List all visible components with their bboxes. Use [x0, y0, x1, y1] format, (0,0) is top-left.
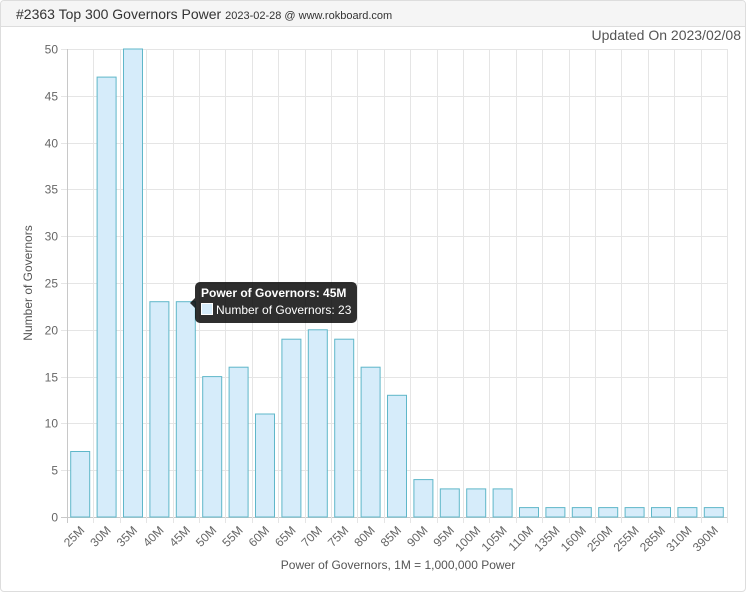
tooltip-row: Number of Governors: 23 [201, 302, 351, 319]
y-tick-label: 25 [45, 277, 59, 291]
y-tick-label: 20 [45, 324, 59, 338]
x-tick-label: 55M [219, 523, 245, 549]
tooltip-label: Number of Governors: 23 [216, 303, 352, 317]
bar[interactable] [439, 488, 460, 518]
chart-bars [70, 48, 724, 518]
bar[interactable] [387, 394, 407, 518]
x-tick-label: 250M [584, 523, 615, 554]
bar[interactable] [413, 479, 434, 518]
bar[interactable] [466, 488, 487, 518]
bar[interactable] [571, 507, 592, 518]
bar[interactable] [149, 301, 170, 518]
bar[interactable] [202, 376, 223, 518]
bar[interactable] [651, 507, 671, 518]
bar[interactable] [624, 507, 645, 518]
chart-grid [61, 49, 728, 523]
x-tick-label: 45M [167, 523, 193, 549]
x-tick-label: 70M [299, 523, 325, 549]
bar[interactable] [123, 48, 143, 518]
x-tick-label: 50M [193, 523, 219, 549]
x-axis-ticks: 25M 30M 35M 40M 45M 50M 55M 60M 65M 70M 75M 80M 85M 9… [61, 523, 721, 554]
bar[interactable] [598, 507, 619, 518]
y-axis-ticks: 0 5 10 15 20 25 30 35 40 45 50 [45, 43, 59, 525]
x-tick-label: 110M [506, 523, 537, 554]
y-tick-label: 0 [51, 511, 58, 525]
y-tick-label: 40 [45, 137, 59, 151]
bar[interactable] [519, 507, 539, 518]
y-tick-label: 50 [45, 43, 59, 57]
bar[interactable] [360, 366, 381, 518]
y-tick-label: 15 [45, 371, 59, 385]
x-tick-label: 75M [325, 523, 351, 549]
bar[interactable] [255, 413, 275, 518]
y-tick-label: 5 [51, 464, 58, 478]
updated-date: Updated On 2023/02/08 [591, 27, 741, 43]
x-tick-label: 100M [452, 523, 483, 554]
x-tick-label: 310M [663, 523, 694, 554]
chart-subtitle: 2023-02-28 @ www.rokboard.com [225, 10, 393, 22]
x-tick-label: 135M [531, 523, 562, 554]
y-tick-label: 35 [45, 183, 59, 197]
x-tick-label: 30M [87, 523, 113, 549]
x-tick-label: 40M [140, 523, 166, 549]
x-tick-label: 80M [351, 523, 377, 549]
bar[interactable] [281, 338, 302, 518]
bar[interactable] [677, 507, 698, 518]
y-axis-title: Number of Governors [21, 225, 35, 340]
x-tick-label: 25M [61, 523, 87, 549]
tooltip-swatch [201, 303, 213, 315]
x-tick-label: 65M [272, 523, 298, 549]
bar[interactable] [175, 301, 196, 518]
y-tick-label: 10 [45, 417, 59, 431]
x-tick-label: 255M [611, 523, 642, 554]
panel-heading: #2363 Top 300 Governors Power 2023-02-28… [1, 1, 745, 27]
x-tick-label: 105M [479, 523, 510, 554]
bar[interactable] [334, 338, 355, 518]
x-tick-label: 285M [637, 523, 668, 554]
bar[interactable] [545, 507, 566, 518]
tooltip-title: Power of Governors: 45M [201, 286, 347, 300]
x-tick-label: 60M [246, 523, 272, 549]
bar[interactable] [307, 329, 328, 518]
bar[interactable] [96, 76, 117, 518]
x-tick-label: 85M [378, 523, 404, 549]
x-tick-label: 35M [114, 523, 140, 549]
bar[interactable] [703, 507, 724, 518]
bar[interactable] [492, 488, 513, 518]
y-tick-label: 30 [45, 230, 59, 244]
chart-tooltip: Power of Governors: 45M Number of Govern… [189, 282, 358, 323]
x-tick-label: 390M [690, 523, 721, 554]
x-axis-title: Power of Governors, 1M = 1,000,000 Power [281, 558, 515, 572]
y-tick-label: 45 [45, 90, 59, 104]
x-tick-label: 90M [404, 523, 430, 549]
x-tick-label: 160M [558, 523, 589, 554]
bar[interactable] [70, 451, 91, 518]
chart-title: #2363 Top 300 Governors Power [16, 6, 222, 22]
bar[interactable] [228, 366, 249, 518]
